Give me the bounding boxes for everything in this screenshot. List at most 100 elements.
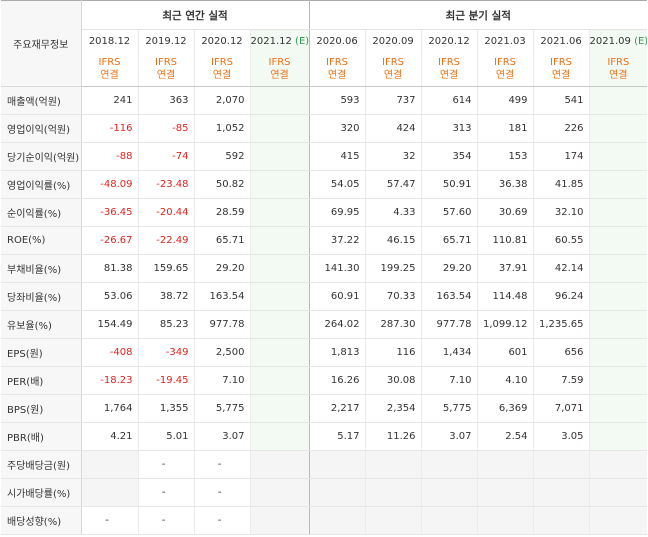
cell-annual-2: 5,775 bbox=[193, 394, 250, 423]
cell-annual-2: 1,052 bbox=[193, 114, 250, 143]
cell-quarterly-5 bbox=[588, 170, 648, 199]
accounting-standard-quarterly-0: IFRS 연결 bbox=[308, 52, 366, 87]
ifrs-label: IFRS bbox=[211, 57, 233, 68]
cell-quarterly-0: 141.30 bbox=[308, 254, 366, 283]
row-label: 영업이익률(%) bbox=[1, 170, 82, 199]
consolidated-label: 연결 bbox=[551, 70, 571, 81]
period-label: 2020.12 bbox=[428, 35, 470, 47]
cell-quarterly-5 bbox=[588, 282, 648, 311]
period-label: 2020.09 bbox=[372, 35, 414, 47]
cell-quarterly-4: 96.24 bbox=[532, 282, 590, 311]
cell-quarterly-3: 37.91 bbox=[476, 254, 534, 283]
table-row: 매출액(억원) 241 363 2,070 593 737 614 499 541 bbox=[1, 86, 648, 115]
cell-quarterly-1 bbox=[364, 506, 422, 535]
cell-annual-0: 1,764 bbox=[80, 394, 138, 423]
accounting-standard-quarterly-3: IFRS 연결 bbox=[476, 52, 534, 87]
cell-annual-2: 2,070 bbox=[193, 86, 250, 115]
cell-quarterly-0: 16.26 bbox=[308, 366, 366, 395]
row-label: 배당성향(%) bbox=[1, 506, 82, 535]
cell-annual-2: 977.78 bbox=[193, 310, 250, 339]
cell-annual-3 bbox=[249, 422, 310, 451]
cell-quarterly-5 bbox=[588, 310, 648, 339]
table-row: 순이익률(%) -36.45 -20.44 28.59 69.95 4.33 57.60 30… bbox=[1, 198, 648, 227]
cell-quarterly-3: 36.38 bbox=[476, 170, 534, 199]
cell-annual-2: 163.54 bbox=[193, 282, 250, 311]
cell-quarterly-0: 5.17 bbox=[308, 422, 366, 451]
cell-quarterly-1: 11.26 bbox=[364, 422, 422, 451]
ifrs-label: IFRS bbox=[268, 57, 291, 68]
cell-quarterly-4 bbox=[532, 478, 590, 507]
period-header-quarterly-1: 2020.09 bbox=[364, 29, 422, 52]
cell-annual-2: 28.59 bbox=[193, 198, 250, 227]
cell-quarterly-0: 320 bbox=[308, 114, 366, 143]
table-row: 주당배당금(원) - - bbox=[1, 450, 648, 479]
cell-quarterly-2: 65.71 bbox=[420, 226, 478, 255]
cell-quarterly-3: 114.48 bbox=[476, 282, 534, 311]
ifrs-label: IFRS bbox=[607, 57, 630, 68]
cell-annual-0: 53.06 bbox=[80, 282, 138, 311]
cell-quarterly-3: 1,099.12 bbox=[476, 310, 534, 339]
cell-annual-3 bbox=[249, 506, 310, 535]
cell-annual-0: 154.49 bbox=[80, 310, 138, 339]
row-label: 당좌비율(%) bbox=[1, 282, 82, 311]
cell-quarterly-4 bbox=[532, 450, 590, 479]
table-row: 영업이익률(%) -48.09 -23.48 50.82 54.05 57.47 50.91… bbox=[1, 170, 648, 199]
cell-quarterly-2: 29.20 bbox=[420, 254, 478, 283]
table-header: 주요재무정보 최근 연간 실적 최근 분기 실적 2018.12 2019.12 2… bbox=[1, 0, 648, 87]
cell-annual-1: 85.23 bbox=[137, 310, 194, 339]
cell-quarterly-1: 32 bbox=[364, 142, 422, 171]
cell-quarterly-5 bbox=[588, 198, 648, 227]
cell-annual-1: -19.45 bbox=[137, 366, 194, 395]
cell-annual-3 bbox=[249, 394, 310, 423]
table-row: 유보율(%) 154.49 85.23 977.78 264.02 287.30 977.7… bbox=[1, 310, 648, 339]
cell-quarterly-4 bbox=[532, 506, 590, 535]
cell-quarterly-3: 6,369 bbox=[476, 394, 534, 423]
cell-quarterly-5 bbox=[588, 338, 648, 367]
cell-annual-0 bbox=[80, 478, 138, 507]
cell-quarterly-2: 5,775 bbox=[420, 394, 478, 423]
cell-annual-0: -116 bbox=[80, 114, 138, 143]
row-label: BPS(원) bbox=[1, 394, 82, 423]
row-label: 매출액(억원) bbox=[1, 86, 82, 115]
accounting-standard-quarterly-2: IFRS 연결 bbox=[420, 52, 478, 87]
cell-quarterly-3 bbox=[476, 506, 534, 535]
cell-quarterly-0: 264.02 bbox=[308, 310, 366, 339]
cell-annual-1: -349 bbox=[137, 338, 194, 367]
row-label: 시가배당률(%) bbox=[1, 478, 82, 507]
row-label: PER(배) bbox=[1, 366, 82, 395]
consolidated-label: 연결 bbox=[439, 70, 459, 81]
period-label: 2021.09 bbox=[589, 35, 631, 47]
cell-quarterly-2: 313 bbox=[420, 114, 478, 143]
cell-annual-2: 3.07 bbox=[193, 422, 250, 451]
cell-quarterly-4: 7.59 bbox=[532, 366, 590, 395]
cell-quarterly-2: 3.07 bbox=[420, 422, 478, 451]
consolidated-label: 연결 bbox=[495, 70, 515, 81]
cell-quarterly-5 bbox=[588, 254, 648, 283]
period-header-quarterly-0: 2020.06 bbox=[308, 29, 366, 52]
ifrs-label: IFRS bbox=[550, 57, 573, 68]
cell-quarterly-3: 601 bbox=[476, 338, 534, 367]
cell-annual-3 bbox=[249, 254, 310, 283]
cell-quarterly-4: 42.14 bbox=[532, 254, 590, 283]
cell-quarterly-2: 977.78 bbox=[420, 310, 478, 339]
cell-annual-3 bbox=[249, 366, 310, 395]
cell-annual-3 bbox=[249, 226, 310, 255]
table-row: 당좌비율(%) 53.06 38.72 163.54 60.91 70.33 163.54 1… bbox=[1, 282, 648, 311]
consolidated-label: 연결 bbox=[270, 70, 289, 81]
row-label: 부채비율(%) bbox=[1, 254, 82, 283]
row-label: EPS(원) bbox=[1, 338, 82, 367]
cell-annual-1: -22.49 bbox=[137, 226, 194, 255]
cell-quarterly-5 bbox=[588, 506, 648, 535]
cell-quarterly-0 bbox=[308, 478, 366, 507]
cell-quarterly-2 bbox=[420, 478, 478, 507]
cell-quarterly-5 bbox=[588, 478, 648, 507]
cell-annual-0: -408 bbox=[80, 338, 138, 367]
ifrs-label: IFRS bbox=[438, 57, 461, 68]
table-row: PBR(배) 4.21 5.01 3.07 5.17 11.26 3.07 2.54 3.05 bbox=[1, 422, 648, 451]
cell-quarterly-2: 50.91 bbox=[420, 170, 478, 199]
cell-quarterly-0: 60.91 bbox=[308, 282, 366, 311]
cell-annual-0: 81.38 bbox=[80, 254, 138, 283]
consolidated-label: 연결 bbox=[609, 70, 628, 81]
period-header-annual-2: 2020.12 bbox=[193, 29, 250, 52]
cell-quarterly-4: 32.10 bbox=[532, 198, 590, 227]
